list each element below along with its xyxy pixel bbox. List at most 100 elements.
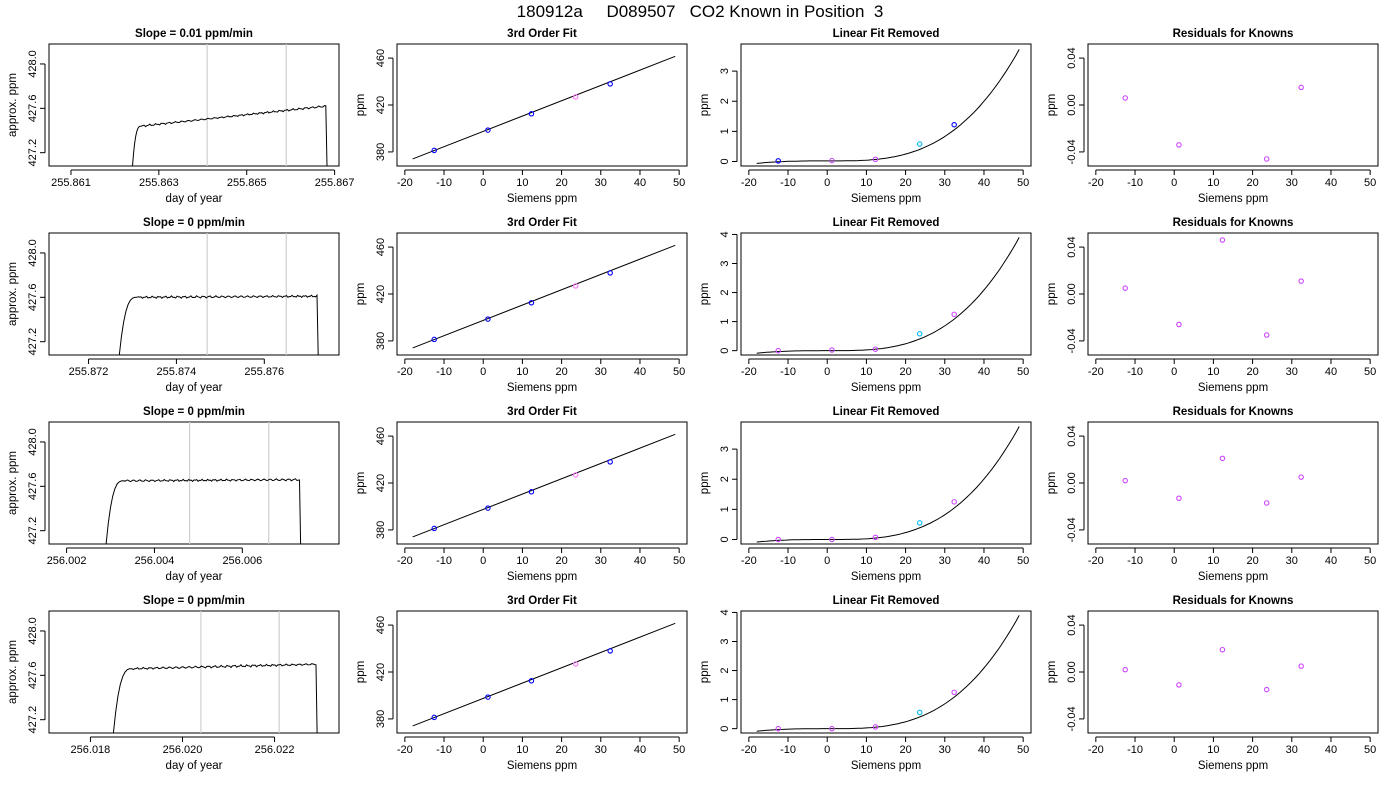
plot-frame <box>396 421 688 545</box>
data-point <box>1298 84 1304 91</box>
x-tick-label: -10 <box>1127 744 1143 756</box>
x-tick-label: 0 <box>1171 366 1177 378</box>
x-tick-label: -10 <box>436 177 452 189</box>
x-tick-label: 10 <box>516 555 528 567</box>
plot-frame <box>396 232 688 356</box>
data-point <box>1298 278 1304 284</box>
panel-title: Slope = 0.01 ppm/min <box>135 28 253 40</box>
y-tick-label: 0.04 <box>1066 614 1078 635</box>
y-tick-label: 380 <box>375 521 387 539</box>
y-tick-label: 0.00 <box>1066 661 1078 682</box>
y-tick-label: 3 <box>719 638 731 644</box>
data-point <box>1219 237 1226 243</box>
data-point <box>951 499 957 505</box>
x-tick-label: 30 <box>939 555 951 567</box>
y-tick-label: 428.0 <box>27 50 39 78</box>
data-point <box>528 111 535 117</box>
x-tick-label: -10 <box>1127 555 1143 567</box>
plot-frame <box>1087 610 1379 734</box>
x-axis-label: Siemens ppm <box>507 382 577 394</box>
x-tick-label: 256.004 <box>135 555 175 567</box>
panel-title: 3rd Order Fit <box>507 406 577 418</box>
x-tick-label: -10 <box>780 555 796 567</box>
y-tick-label: 1 <box>719 319 731 325</box>
x-tick-label: 0 <box>480 555 486 567</box>
plot-frame <box>740 232 1032 356</box>
panel-title: 3rd Order Fit <box>507 217 577 229</box>
x-tick-label: 30 <box>1286 366 1298 378</box>
data-point <box>1176 142 1182 148</box>
y-axis-label: ppm <box>1046 94 1058 116</box>
y-tick-label: 0.00 <box>1066 472 1078 493</box>
y-tick-label: 380 <box>375 332 387 350</box>
data-point <box>916 709 923 716</box>
x-tick-label: 50 <box>1364 744 1376 756</box>
x-tick-label: -10 <box>436 366 452 378</box>
x-tick-label: -20 <box>741 744 757 756</box>
x-tick-label: 30 <box>595 366 607 378</box>
x-axis-label: Siemens ppm <box>851 571 921 583</box>
x-tick-label: 20 <box>1246 177 1258 189</box>
data-point <box>1122 666 1128 673</box>
x-tick-label: 20 <box>899 555 911 567</box>
data-point <box>1263 686 1270 693</box>
plot-frame <box>740 421 1032 545</box>
x-tick-label: 50 <box>673 555 685 567</box>
x-tick-label: 0 <box>1171 177 1177 189</box>
x-tick-label: 40 <box>634 744 646 756</box>
y-axis-label: approx. ppm <box>7 640 19 704</box>
data-point <box>775 347 781 354</box>
x-tick-label: 50 <box>1017 177 1029 189</box>
timeseries-trace <box>118 293 319 356</box>
y-tick-label: 2 <box>719 667 731 673</box>
x-tick-label: 0 <box>824 366 830 378</box>
x-axis-label: Siemens ppm <box>507 193 577 205</box>
x-tick-label: 20 <box>555 177 567 189</box>
figure-title: 180912a D089507 CO2 Known in Position 3 <box>516 2 884 21</box>
data-point <box>829 157 835 164</box>
data-point <box>1263 500 1270 506</box>
x-tick-label: 255.863 <box>139 177 179 189</box>
timeseries-trace <box>112 663 318 734</box>
x-tick-label: -10 <box>436 744 452 756</box>
x-tick-label: 0 <box>1171 744 1177 756</box>
x-tick-label: 40 <box>978 744 990 756</box>
fit-line <box>412 622 676 727</box>
x-tick-label: 30 <box>1286 177 1298 189</box>
panel-title: Slope = 0 ppm/min <box>143 406 245 418</box>
y-tick-label: 420 <box>375 96 387 114</box>
x-tick-label: -10 <box>780 177 796 189</box>
y-axis-label: ppm <box>355 472 367 494</box>
y-tick-label: 2 <box>719 476 731 482</box>
x-tick-label: 20 <box>899 177 911 189</box>
data-point <box>607 459 613 465</box>
x-axis-label: day of year <box>166 571 223 583</box>
data-point <box>572 661 579 667</box>
x-tick-label: 50 <box>1364 177 1376 189</box>
x-tick-label: -20 <box>741 177 757 189</box>
y-tick-label: 460 <box>375 427 387 445</box>
y-tick-label: 0 <box>719 348 731 354</box>
data-point <box>1298 474 1304 480</box>
x-tick-label: 10 <box>860 366 872 378</box>
data-point <box>607 81 613 87</box>
panel-title: Linear Fit Removed <box>833 595 940 607</box>
fit-curve <box>756 49 1020 164</box>
x-tick-label: 10 <box>1207 555 1219 567</box>
y-tick-label: 0 <box>719 158 731 164</box>
y-tick-label: 1 <box>719 506 731 512</box>
y-tick-label: -0.04 <box>1066 706 1078 731</box>
x-tick-label: 20 <box>555 744 567 756</box>
x-tick-label: 30 <box>1286 744 1298 756</box>
timeseries-trace <box>132 105 328 167</box>
data-point <box>775 725 781 732</box>
x-tick-label: 256.018 <box>71 744 111 756</box>
y-tick-label: 427.2 <box>27 139 39 167</box>
x-tick-label: 255.867 <box>315 177 355 189</box>
y-tick-label: 1 <box>719 697 731 703</box>
panel-title: Slope = 0 ppm/min <box>143 595 245 607</box>
x-tick-label: 30 <box>595 177 607 189</box>
x-axis-label: Siemens ppm <box>1198 571 1268 583</box>
plot-frame <box>396 610 688 734</box>
x-tick-label: -10 <box>780 744 796 756</box>
